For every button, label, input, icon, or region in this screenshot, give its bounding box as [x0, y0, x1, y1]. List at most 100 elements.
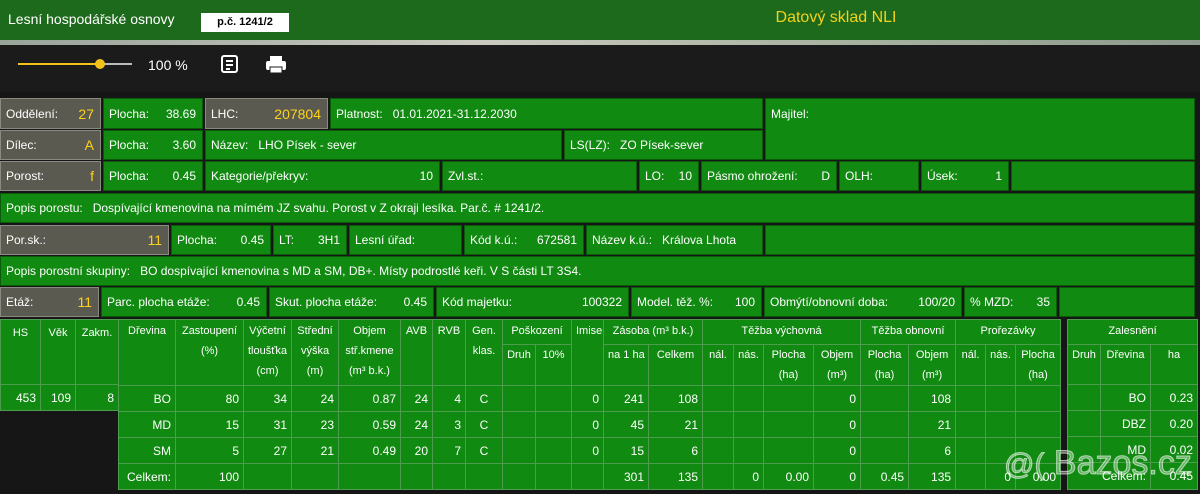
notes-icon[interactable]	[221, 55, 238, 73]
column-header: na 1 ha	[603, 344, 649, 386]
data-cell: 0.49	[338, 437, 401, 464]
data-cell	[733, 385, 764, 412]
data-cell: 108	[648, 385, 703, 412]
header-line: na 1 ha	[608, 349, 645, 361]
field-label: Etáž:	[6, 295, 34, 309]
data-cell: BO	[1100, 384, 1151, 411]
field-label: Kód majetku:	[442, 295, 513, 309]
data-cell	[702, 463, 734, 490]
field-label: LHC:	[211, 106, 239, 121]
field-value: 35	[1036, 295, 1050, 309]
column-header: Těžba výchovná	[701, 319, 862, 345]
header-row: Zalesnění	[1066, 319, 1199, 345]
data-cell	[763, 385, 814, 412]
print-icon[interactable]	[266, 56, 286, 74]
toolbar: 100 %	[0, 45, 1200, 92]
data-cell	[1067, 384, 1101, 411]
form-field: Plocha: 38.69	[103, 98, 203, 129]
data-cell: MD	[118, 411, 176, 438]
data-cell: 135	[648, 463, 703, 490]
form-field: Úsek: 1	[921, 161, 1009, 191]
field-label: Plocha:	[177, 233, 218, 247]
field-label: Název k.ú.:	[592, 233, 653, 247]
header-line: Plocha	[1021, 349, 1055, 361]
field-label: Por.sk.:	[6, 233, 47, 247]
data-cell: 31	[243, 411, 292, 438]
data-cell	[1015, 437, 1062, 464]
watermark-icon: @(	[1003, 448, 1045, 482]
field-label: Model. těž. %:	[637, 295, 714, 309]
column-header: Zastoupení (%)	[175, 319, 244, 386]
column-header: Objem (m³)	[812, 344, 862, 386]
data-cell	[535, 385, 572, 412]
data-cell	[338, 463, 401, 490]
data-cell	[955, 411, 987, 438]
data-row: Celkem: 100 301 135 0 0.00 0 0.45 135 0 0.00	[118, 463, 1062, 490]
header-line: (m³)	[826, 369, 848, 381]
column-header: Gen. klas.	[465, 319, 503, 386]
data-cell: SM	[118, 437, 176, 464]
data-cell: Celkem:	[118, 463, 176, 490]
field-value: 3.60	[172, 138, 196, 152]
data-cell	[535, 437, 572, 464]
data-cell	[465, 463, 503, 490]
form-field: Etáž: 11	[0, 287, 99, 317]
data-cell: 21	[648, 411, 703, 438]
field-label: Platnost:	[336, 106, 383, 121]
data-cell: 21	[908, 411, 957, 438]
data-cell: 80	[175, 385, 244, 412]
column-header: RVB	[432, 319, 466, 386]
field-value: 1	[995, 169, 1002, 183]
data-cell: C	[465, 411, 503, 438]
column-header: nál.	[955, 344, 987, 386]
field-value: 38.69	[165, 106, 196, 121]
field-label: Parc. plocha etáže:	[107, 295, 210, 309]
species-table: Dřevina Zastoupení (%) Výčetní tloušťka (cm) S…	[118, 319, 1062, 490]
zoom-level: 100 %	[148, 57, 188, 73]
field-label: Pásmo ohrožení:	[707, 169, 798, 183]
column-header: Dřevina	[1100, 344, 1151, 385]
form-field: LHC: 207804	[205, 98, 328, 129]
data-cell: 100	[175, 463, 244, 490]
field-label: OLH:	[845, 169, 874, 183]
zoom-slider-thumb[interactable]	[95, 59, 105, 69]
header-line: AVB	[405, 325, 428, 337]
data-row: DBZ 0.20	[1067, 410, 1199, 437]
data-cell: DBZ	[1100, 410, 1151, 437]
column-header: Objem stř.kmene (m³ b.k.)	[338, 319, 401, 386]
data-row: BO 80 34 24 0.87 24 4 C 0 241 108 0 108	[118, 385, 1062, 412]
data-cell: 0.00	[763, 463, 814, 490]
form-field: Zvl.st.:	[442, 161, 637, 191]
data-cell	[1067, 410, 1101, 437]
column-header: Plocha (ha)	[1015, 344, 1062, 386]
header-row: Dřevina Zastoupení (%) Výčetní tloušťka (cm) S…	[118, 319, 1062, 386]
form-field: Plocha: 3.60	[103, 130, 203, 160]
field-value: BO dospívající kmenovina s MD a SM, DB+.…	[140, 264, 582, 278]
header-line: (ha)	[778, 369, 799, 381]
column-header: Imise	[571, 319, 604, 386]
parcel-badge: p.č. 1241/2	[201, 13, 289, 32]
form-field: OLH:	[839, 161, 919, 191]
data-row: SM 5 27 21 0.49 20 7 C 0 15 6 0 6	[118, 437, 1062, 464]
data-cell: 8	[75, 384, 119, 411]
total-row: Celkem: 0.45	[1067, 462, 1199, 490]
header-line: Objem	[353, 325, 386, 337]
column-header: nás.	[733, 344, 764, 386]
data-cell	[702, 385, 734, 412]
field-label: Oddělení:	[6, 106, 59, 121]
field-value: A	[84, 137, 94, 153]
header-line: klas.	[472, 345, 496, 357]
field-value: 11	[147, 232, 162, 248]
header-line: (%)	[200, 345, 219, 357]
header-line: RVB	[437, 325, 461, 337]
header-line: Zásoba (m³ b.k.)	[612, 325, 694, 337]
field-value: 100/20	[918, 295, 955, 309]
map-strip	[0, 40, 1200, 45]
data-cell: 0.87	[338, 385, 401, 412]
column-header: HS	[0, 319, 41, 385]
field-value: 10	[419, 169, 433, 183]
data-cell	[763, 437, 814, 464]
data-cell: 15	[175, 411, 244, 438]
data-cell: 45	[603, 411, 649, 438]
